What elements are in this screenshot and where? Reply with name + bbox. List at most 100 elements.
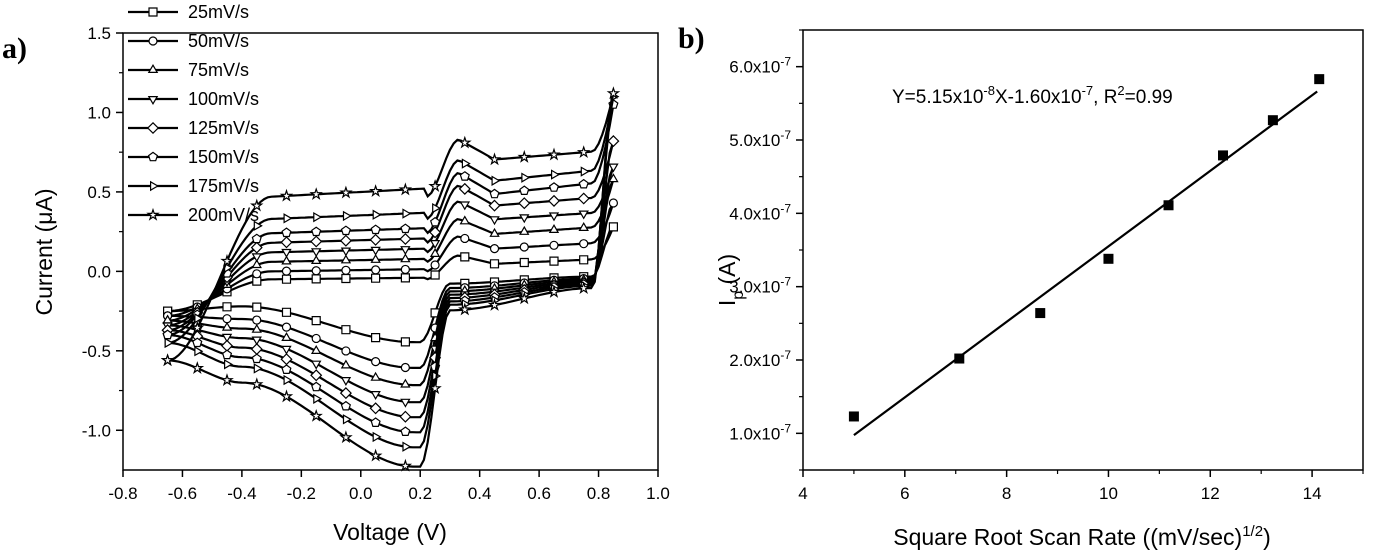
cv-data-point — [519, 242, 529, 252]
cv-x-tick-label: 0.0 — [349, 484, 373, 503]
cv-data-point — [489, 244, 500, 254]
legend-label: 25mV/s — [188, 2, 249, 22]
legend-label: 200mV/s — [188, 205, 259, 225]
cv-data-point — [400, 253, 411, 263]
cv-data-point — [488, 199, 501, 212]
cv-plot-frame — [122, 32, 659, 471]
cv-data-point — [251, 323, 262, 333]
cv-data-point — [251, 353, 262, 364]
cv-data-point — [280, 236, 293, 249]
ip-x-tick-label: 4 — [798, 484, 807, 503]
cv-data-point — [311, 333, 321, 344]
cv-data-point — [398, 182, 413, 196]
cv-data-point — [310, 248, 322, 258]
cv-x-tick-label: 1.0 — [646, 484, 670, 503]
cv-data-point — [340, 225, 352, 236]
cv-data-point — [160, 353, 175, 367]
cv-x-tick-label: -0.4 — [227, 484, 256, 503]
ip-x-tick-label: 12 — [1201, 484, 1220, 503]
cv-y-tick-label: 0.5 — [87, 183, 111, 202]
cv-data-point — [221, 321, 233, 331]
cv-data-point — [607, 135, 620, 148]
cv-data-point — [340, 359, 352, 369]
cv-data-point — [251, 253, 262, 263]
cv-data-point — [400, 223, 411, 234]
ip-x-tick-label: 14 — [1303, 484, 1322, 503]
cv-data-point — [251, 233, 262, 244]
cv-data-point — [491, 175, 501, 186]
cv-data-point — [253, 220, 263, 231]
cv-data-point — [369, 233, 382, 246]
legend-marker — [147, 151, 159, 162]
cv-data-point — [341, 325, 351, 335]
cv-data-point — [399, 410, 412, 423]
ip-y-tick-label: 5.0x10-7 — [729, 128, 791, 150]
ip-y-tick-label: 1.0x10-7 — [729, 421, 791, 443]
legend-label: 125mV/s — [188, 118, 259, 138]
legend-marker — [146, 207, 160, 221]
ip-data-point — [954, 353, 965, 364]
fit-line — [853, 90, 1318, 437]
ip-x-tick-label: 6 — [900, 484, 909, 503]
cv-data-point — [519, 257, 529, 268]
cv-data-point — [489, 216, 500, 226]
cv-x-tick-label: 0.2 — [408, 484, 432, 503]
cv-y-tick-label: 1.5 — [87, 24, 111, 43]
legend-marker — [146, 121, 160, 135]
cv-data-point — [400, 337, 410, 347]
cv-data-point — [459, 215, 471, 225]
ip-chart: 4 6 8 10 12 14 1.0x10-7 2.0x10-7 3.0x10-7 4.0x10-… — [714, 29, 1364, 550]
cv-data-point — [368, 448, 383, 462]
cv-data-point — [459, 201, 471, 211]
legend-label: 175mV/s — [188, 176, 259, 196]
cv-data-point — [521, 172, 531, 183]
cv-data-point — [370, 253, 381, 263]
cv-data-point — [400, 426, 411, 436]
cv-data-point — [309, 408, 323, 422]
cv-data-point — [578, 222, 589, 231]
cv-data-point — [221, 349, 233, 360]
cv-data-point — [430, 270, 440, 280]
cv-data-point — [309, 187, 323, 201]
cv-data-point — [369, 402, 382, 415]
cv-data-point — [341, 265, 351, 275]
cv-data-point — [460, 233, 470, 244]
cv-data-point — [549, 240, 559, 250]
ip-y-tick-label: 3.0x10-7 — [729, 275, 791, 297]
cv-data-point — [517, 291, 532, 305]
cv-data-point — [459, 171, 470, 181]
cv-data-point — [252, 315, 262, 325]
cv-data-point — [429, 216, 441, 227]
cv-data-point — [370, 371, 381, 381]
cv-data-point — [252, 269, 262, 279]
ip-y-tick-label: 2.0x10-7 — [729, 348, 791, 370]
cv-data-point — [461, 158, 471, 169]
cv-data-point — [489, 227, 500, 237]
cv-data-point — [548, 223, 560, 233]
cv-data-point — [283, 374, 293, 386]
cv-data-point — [548, 212, 560, 222]
cv-data-point — [578, 178, 589, 189]
cv-data-point — [606, 86, 621, 100]
cv-data-point — [429, 247, 441, 257]
ip-data-point — [1218, 150, 1228, 161]
cv-data-point — [608, 198, 619, 208]
cv-data-point — [283, 213, 293, 224]
ip-data-point — [1103, 253, 1114, 264]
cv-data-point — [428, 179, 442, 192]
cv-data-point — [579, 239, 589, 249]
cv-data-point — [310, 255, 322, 264]
cv-data-point — [340, 400, 352, 411]
cv-data-point — [576, 145, 591, 159]
legend-marker — [150, 180, 159, 192]
cv-x-tick-label: -0.8 — [108, 484, 137, 503]
cv-data-point — [371, 273, 381, 283]
cv-data-point — [428, 381, 442, 395]
cv-data-point — [340, 247, 352, 257]
cv-data-point — [339, 387, 352, 400]
cv-data-point — [371, 357, 381, 367]
cv-data-point — [547, 194, 561, 207]
cv-data-point — [311, 316, 321, 326]
cv-data-point — [279, 389, 294, 403]
cv-data-point — [250, 198, 264, 212]
